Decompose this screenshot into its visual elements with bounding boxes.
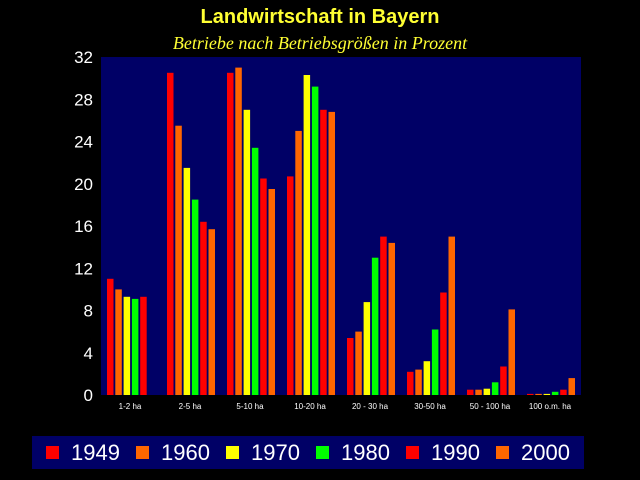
x-tick-label: 5-10 ha (236, 402, 264, 411)
bar-1990-0 (140, 296, 147, 395)
legend-swatch (496, 446, 510, 459)
bar-1990-4 (380, 236, 387, 395)
bar-2000-3 (328, 111, 335, 396)
bar-1970-0 (123, 296, 131, 395)
y-tick-label: 16 (74, 217, 93, 236)
y-tick-label: 12 (74, 259, 93, 278)
chart-subtitle: Betriebe nach Betriebsgrößen in Prozent (172, 33, 468, 53)
bar-1949-3 (287, 176, 294, 395)
bar-2000-2 (268, 189, 275, 395)
x-axis-ticks: 1-2 ha 2-5 ha 5-10 ha 10-20 ha 20 - 30 ha 30-… (119, 402, 572, 411)
bar-1970-4 (363, 302, 371, 395)
bar-1960-3 (295, 130, 302, 395)
y-axis-ticks: 0 4 8 12 16 20 24 28 32 (74, 48, 93, 405)
legend-label: 1970 (251, 439, 300, 465)
x-tick-label: 2-5 ha (179, 402, 202, 411)
bar-1960-7 (535, 393, 542, 395)
y-tick-label: 28 (74, 90, 93, 109)
bar-1960-0 (115, 289, 122, 395)
bar-1949-0 (107, 278, 114, 395)
bar-1949-2 (227, 72, 234, 396)
legend-item-1949: 1949 (46, 440, 120, 466)
legend-swatch (316, 446, 330, 459)
legend-item-1990: 1990 (406, 440, 480, 466)
bar-1960-1 (175, 125, 182, 395)
bar-1980-0 (131, 298, 139, 395)
legend-item-1970: 1970 (226, 440, 300, 466)
bar-2000-6 (508, 309, 515, 395)
x-tick-label: 50 - 100 ha (470, 402, 511, 411)
legend-item-2000: 2000 (496, 440, 570, 466)
bar-1990-1 (200, 221, 207, 395)
bar-2000-1 (208, 229, 215, 395)
y-tick-label: 4 (84, 344, 93, 363)
y-tick-label: 20 (74, 175, 93, 194)
legend-label: 1990 (431, 439, 480, 465)
bar-2000-4 (388, 242, 395, 395)
legend-swatch (406, 446, 420, 459)
x-tick-label: 1-2 ha (119, 402, 142, 411)
legend-item-1960: 1960 (136, 440, 210, 466)
bar-1980-7 (551, 391, 559, 395)
bar-1980-4 (371, 257, 379, 395)
bar-1990-6 (500, 366, 507, 395)
y-tick-label: 8 (84, 302, 93, 321)
bar-1949-6 (467, 389, 474, 395)
bar-1970-5 (423, 361, 431, 395)
legend-label: 1949 (71, 439, 120, 465)
bar-1980-5 (431, 329, 439, 395)
bar-1970-1 (183, 167, 191, 395)
bar-1990-2 (260, 178, 267, 395)
bar-1960-5 (415, 369, 422, 395)
bar-2000-7 (568, 378, 575, 395)
bar-1980-3 (311, 86, 319, 395)
y-tick-label: 24 (74, 133, 93, 152)
bar-1980-1 (191, 199, 199, 395)
x-tick-label: 20 - 30 ha (352, 402, 389, 411)
legend-label: 2000 (521, 439, 570, 465)
bar-1949-5 (407, 371, 414, 395)
x-tick-label: 10-20 ha (294, 402, 326, 411)
chart-title: Landwirtschaft in Bayern (200, 6, 440, 28)
bars-group (107, 67, 575, 396)
bar-1960-6 (475, 389, 482, 395)
bar-1980-6 (491, 382, 499, 395)
bar-2000-5 (448, 236, 455, 395)
y-tick-label: 0 (84, 386, 93, 405)
bar-1949-7 (527, 393, 534, 395)
legend-item-1980: 1980 (316, 440, 390, 466)
legend-label: 1960 (161, 439, 210, 465)
x-tick-label: 30-50 ha (414, 402, 446, 411)
bar-1990-5 (440, 292, 447, 395)
legend: 1949 1960 1970 1980 1990 2000 (32, 436, 584, 469)
bar-1980-2 (251, 147, 259, 395)
bar-1990-3 (320, 109, 327, 396)
bar-1970-6 (483, 388, 491, 395)
legend-label: 1980 (341, 439, 390, 465)
legend-swatch (46, 446, 60, 459)
bar-1960-4 (355, 331, 362, 395)
x-tick-label: 100 o.m. ha (529, 402, 572, 411)
bar-1990-7 (560, 389, 567, 395)
bar-1949-4 (347, 338, 354, 395)
legend-swatch (136, 446, 150, 459)
bar-1970-2 (243, 109, 251, 396)
bar-1970-7 (543, 393, 551, 395)
y-tick-label: 32 (74, 48, 93, 67)
bar-1960-2 (235, 67, 242, 395)
bar-1970-3 (303, 75, 311, 395)
legend-swatch (226, 446, 240, 459)
bar-1949-1 (167, 72, 174, 396)
